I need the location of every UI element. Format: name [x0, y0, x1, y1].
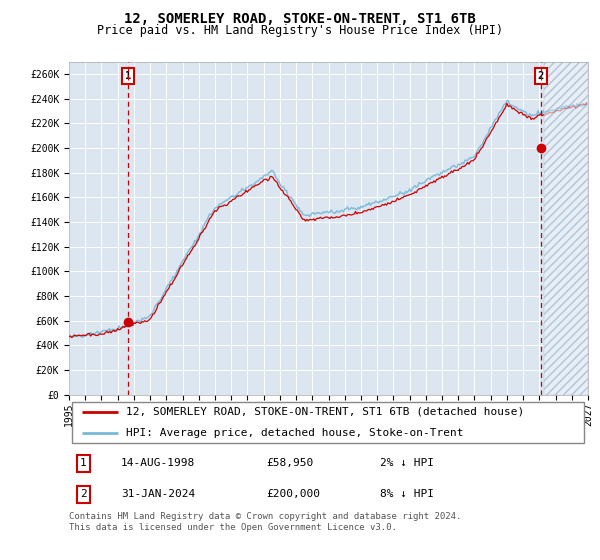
Text: 2: 2: [538, 72, 544, 81]
Text: 1: 1: [125, 72, 131, 81]
Text: 8% ↓ HPI: 8% ↓ HPI: [380, 489, 434, 499]
Text: 12, SOMERLEY ROAD, STOKE-ON-TRENT, ST1 6TB: 12, SOMERLEY ROAD, STOKE-ON-TRENT, ST1 6…: [124, 12, 476, 26]
Bar: [544, 62, 588, 395]
Text: 2% ↓ HPI: 2% ↓ HPI: [380, 459, 434, 468]
Text: 31-JAN-2024: 31-JAN-2024: [121, 489, 195, 499]
FancyBboxPatch shape: [71, 402, 584, 443]
Text: 12, SOMERLEY ROAD, STOKE-ON-TRENT, ST1 6TB (detached house): 12, SOMERLEY ROAD, STOKE-ON-TRENT, ST1 6…: [126, 407, 524, 417]
Bar: [544, 62, 588, 395]
Text: HPI: Average price, detached house, Stoke-on-Trent: HPI: Average price, detached house, Stok…: [126, 428, 464, 438]
Text: £200,000: £200,000: [266, 489, 320, 499]
Text: Price paid vs. HM Land Registry's House Price Index (HPI): Price paid vs. HM Land Registry's House …: [97, 24, 503, 36]
Text: 14-AUG-1998: 14-AUG-1998: [121, 459, 195, 468]
Text: 1: 1: [80, 459, 87, 468]
Text: £58,950: £58,950: [266, 459, 313, 468]
Text: 2: 2: [80, 489, 87, 499]
Text: Contains HM Land Registry data © Crown copyright and database right 2024.
This d: Contains HM Land Registry data © Crown c…: [69, 512, 461, 532]
